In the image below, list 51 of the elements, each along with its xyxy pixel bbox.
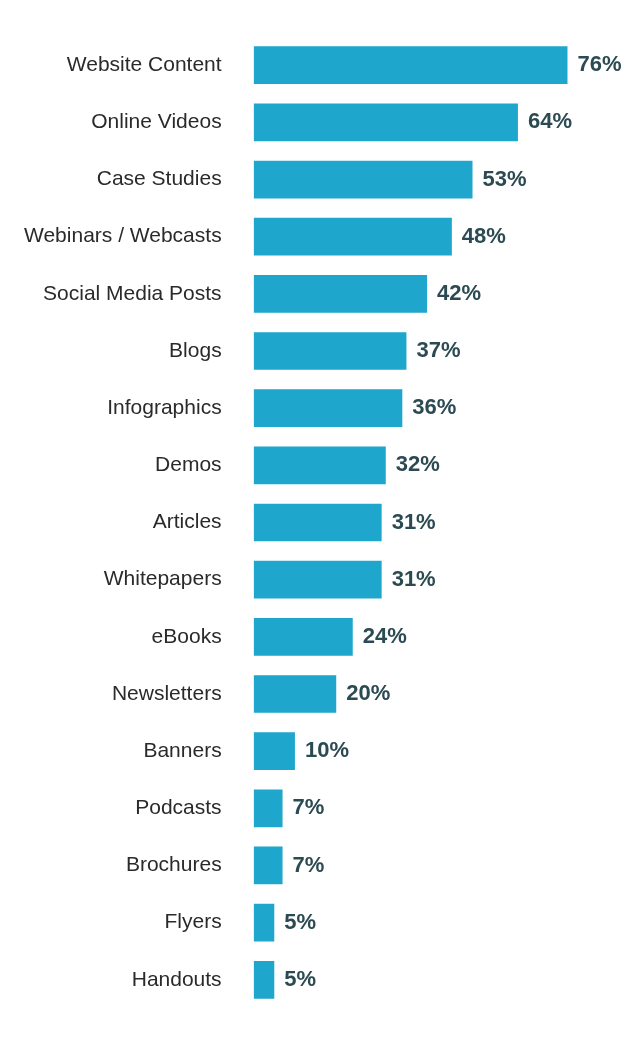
y-tick-label: Blogs: [169, 337, 222, 361]
y-tick-label: Online Videos: [91, 109, 222, 133]
bar: [253, 46, 568, 85]
y-tick-label: Articles: [152, 509, 222, 533]
bar: [253, 217, 452, 256]
y-tick-label: Flyers: [164, 909, 222, 933]
data-label: 37%: [416, 337, 461, 363]
y-tick-label: Handouts: [131, 966, 222, 990]
y-tick-label: Website Content: [66, 51, 222, 75]
y-tick-label: Demos: [155, 452, 222, 476]
data-label: 31%: [391, 508, 436, 534]
bar: [253, 274, 428, 313]
data-label: 76%: [577, 51, 622, 77]
y-tick-label: Brochures: [125, 852, 222, 876]
data-label: 5%: [284, 965, 317, 991]
bar: [253, 103, 518, 142]
bar: [253, 332, 407, 370]
y-tick-label: Whitepapers: [103, 566, 222, 590]
bar: [253, 846, 283, 885]
bar: [253, 503, 382, 542]
bar: [253, 960, 275, 999]
bar: [253, 160, 473, 199]
y-tick-label: Banners: [143, 737, 222, 761]
data-label: 32%: [395, 451, 440, 477]
y-tick-label: Infographics: [107, 394, 222, 418]
data-label: 36%: [412, 394, 457, 420]
bar: [253, 617, 353, 656]
bar: [253, 675, 337, 713]
y-tick-label: Social Media Posts: [43, 280, 222, 304]
data-label: 7%: [292, 794, 325, 820]
data-label: 64%: [527, 108, 572, 134]
y-tick-label: Podcasts: [135, 795, 222, 819]
data-label: 42%: [437, 279, 482, 305]
data-label: 53%: [482, 165, 527, 191]
data-label: 10%: [304, 737, 349, 763]
data-label: 31%: [391, 565, 436, 591]
y-tick-label: eBooks: [151, 623, 222, 647]
y-tick-label: Newsletters: [111, 680, 222, 704]
y-tick-label: Case Studies: [96, 166, 222, 190]
data-label: 20%: [346, 680, 391, 706]
bar: [253, 389, 403, 428]
data-label: 5%: [284, 908, 317, 934]
data-label: 48%: [461, 222, 506, 248]
y-tick-label: Webinars / Webcasts: [23, 223, 222, 247]
data-label: 24%: [362, 622, 407, 648]
data-label: 7%: [292, 851, 325, 877]
bar: [253, 446, 386, 485]
bar: [253, 903, 275, 942]
bar: [253, 560, 382, 599]
bar: [253, 732, 295, 771]
bar: [253, 789, 283, 828]
